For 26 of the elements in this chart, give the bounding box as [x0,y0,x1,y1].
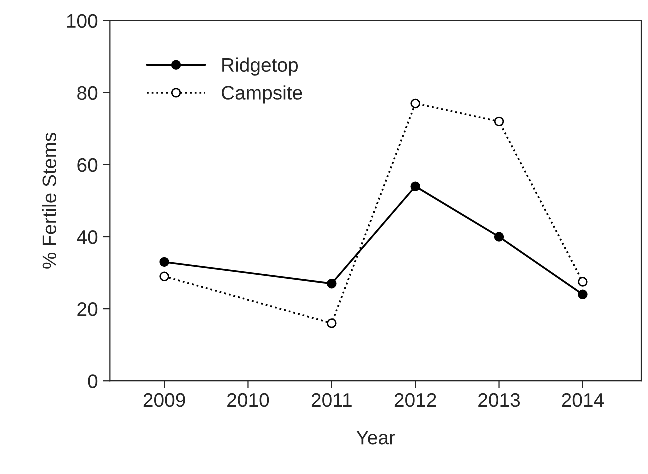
y-tick-label: 100 [67,14,98,28]
point [494,232,504,242]
x-tick-label: 2010 [228,393,270,408]
point [160,257,170,268]
point [160,272,170,282]
legend-label: Ridgetop [222,58,298,76]
y-tick-label: 80 [78,86,98,100]
x-tick-label: 2014 [562,393,604,408]
y-axis-title: % Fertile Stems [42,133,57,269]
x-axis-title: Year [356,431,396,445]
y-tick-label: 40 [77,230,98,244]
y-tick-label: 20 [78,302,98,316]
point [410,182,420,192]
point [578,290,588,300]
point [327,318,337,328]
point [494,116,504,127]
point [578,277,588,287]
x-tick-label: 2011 [312,393,352,408]
y-tick-label: 60 [78,158,98,172]
y-tick-label: 0 [88,374,98,388]
x-tick-label: 2013 [478,393,520,408]
legend-label: Campsite [222,86,302,104]
x-tick-label: 2012 [394,393,436,408]
point [410,98,420,109]
point [327,278,337,289]
x-tick-label: 2009 [144,393,186,408]
